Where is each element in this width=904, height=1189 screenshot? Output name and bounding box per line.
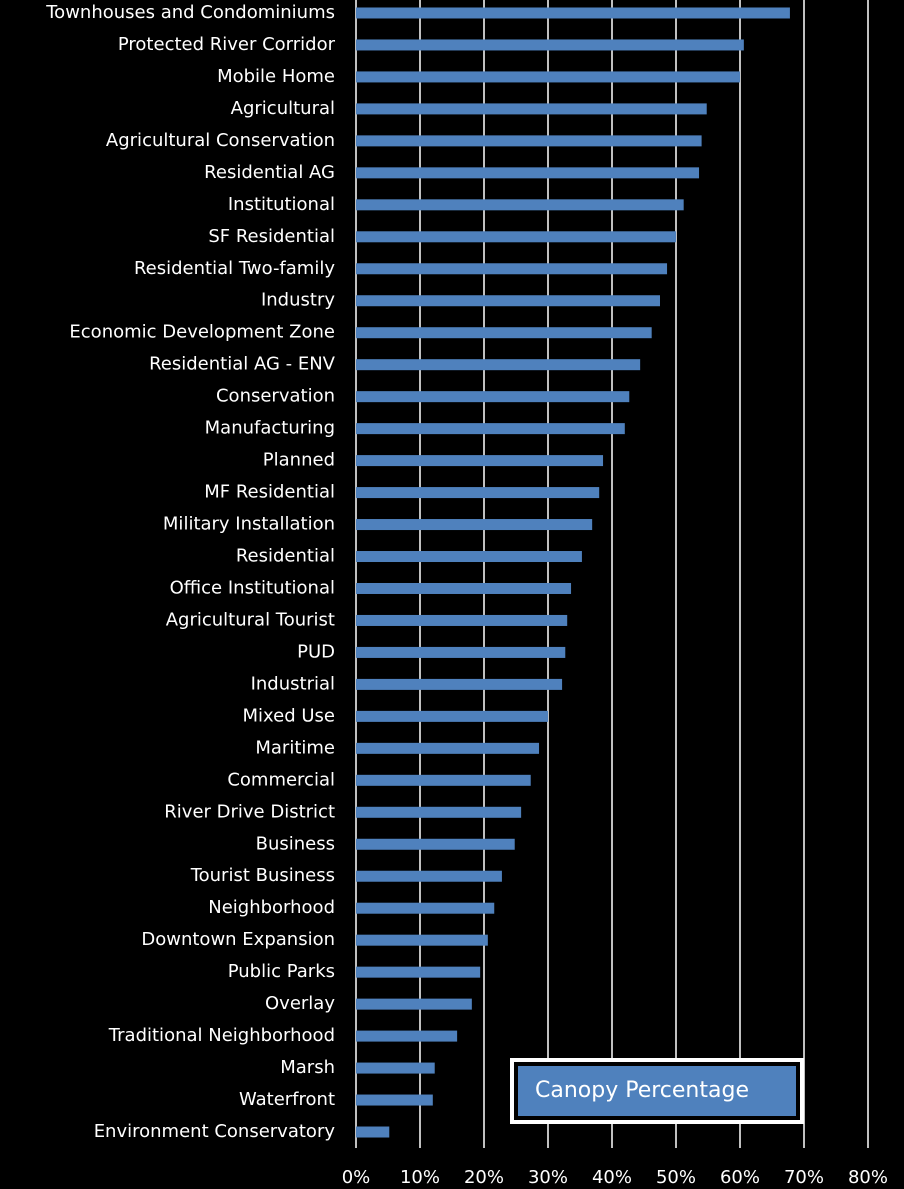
y-tick-label: Townhouses and Condominiums bbox=[45, 2, 335, 23]
bar bbox=[356, 678, 563, 690]
legend-label: Canopy Percentage bbox=[535, 1078, 749, 1103]
bar bbox=[356, 614, 568, 626]
bar bbox=[356, 295, 660, 307]
y-tick-label: Residential AG - ENV bbox=[149, 354, 336, 375]
y-tick-label: Commercial bbox=[227, 769, 335, 790]
bar bbox=[356, 934, 488, 946]
bar bbox=[356, 998, 472, 1010]
bar bbox=[356, 551, 582, 563]
y-tick-label: Planned bbox=[263, 450, 335, 471]
y-tick-label: Mobile Home bbox=[217, 66, 335, 87]
y-tick-label: Manufacturing bbox=[205, 418, 335, 439]
bar bbox=[356, 966, 481, 978]
x-tick-label: 30% bbox=[528, 1167, 568, 1188]
bar bbox=[356, 774, 531, 786]
bar bbox=[356, 263, 668, 275]
y-tick-label: Marsh bbox=[280, 1057, 335, 1078]
x-tick-label: 50% bbox=[656, 1167, 696, 1188]
y-tick-label: Agricultural Tourist bbox=[166, 609, 335, 630]
y-tick-label: Industry bbox=[261, 290, 335, 311]
bar bbox=[356, 1062, 435, 1074]
y-tick-label: Tourist Business bbox=[190, 865, 335, 886]
x-tick-label: 20% bbox=[464, 1167, 504, 1188]
bar bbox=[356, 582, 572, 594]
y-tick-label: Military Installation bbox=[163, 514, 335, 535]
y-tick-label: Neighborhood bbox=[208, 897, 335, 918]
y-tick-label: Downtown Expansion bbox=[141, 929, 335, 950]
bar bbox=[356, 870, 502, 882]
y-tick-label: River Drive District bbox=[164, 801, 335, 822]
bar bbox=[356, 519, 593, 531]
bar bbox=[356, 135, 702, 147]
bar bbox=[356, 487, 600, 499]
bar bbox=[356, 359, 641, 371]
y-tick-label: Public Parks bbox=[228, 961, 335, 982]
y-tick-label: Residential bbox=[236, 546, 335, 567]
x-tick-label: 40% bbox=[592, 1167, 632, 1188]
bar bbox=[356, 455, 604, 467]
legend-swatch bbox=[518, 1066, 796, 1116]
y-tick-label: Agricultural Conservation bbox=[106, 130, 335, 151]
bar bbox=[356, 391, 630, 403]
bar bbox=[356, 838, 515, 850]
bar bbox=[356, 199, 684, 211]
x-tick-label: 70% bbox=[784, 1167, 824, 1188]
y-tick-label: Overlay bbox=[265, 993, 335, 1014]
x-tick-label: 10% bbox=[400, 1167, 440, 1188]
y-tick-label: Residential AG bbox=[204, 162, 335, 183]
y-tick-label: MF Residential bbox=[204, 482, 335, 503]
y-tick-label: Maritime bbox=[255, 737, 335, 758]
bar bbox=[356, 7, 790, 19]
y-tick-label: Economic Development Zone bbox=[69, 322, 335, 343]
bar bbox=[356, 1030, 458, 1042]
bar bbox=[356, 39, 744, 51]
y-tick-label: Institutional bbox=[228, 194, 335, 215]
bar bbox=[356, 742, 540, 754]
y-tick-label: Environment Conservatory bbox=[94, 1121, 336, 1142]
bar bbox=[356, 646, 566, 658]
y-tick-label: Office Institutional bbox=[170, 577, 335, 598]
y-tick-label: Conservation bbox=[216, 386, 335, 407]
y-tick-label: Protected River Corridor bbox=[118, 34, 336, 55]
y-tick-label: Residential Two-family bbox=[134, 258, 335, 279]
x-tick-label: 0% bbox=[342, 1167, 371, 1188]
y-tick-label: Agricultural bbox=[231, 98, 335, 119]
bar bbox=[356, 71, 740, 83]
y-tick-label: PUD bbox=[297, 641, 335, 662]
bar bbox=[356, 710, 548, 722]
y-tick-label: SF Residential bbox=[208, 226, 335, 247]
y-tick-label: Industrial bbox=[251, 673, 335, 694]
x-tick-label: 60% bbox=[720, 1167, 760, 1188]
bar bbox=[356, 1094, 433, 1106]
bar bbox=[356, 167, 700, 179]
bar bbox=[356, 806, 522, 818]
bar bbox=[356, 327, 652, 339]
y-tick-label: Business bbox=[256, 833, 335, 854]
bar bbox=[356, 231, 676, 243]
y-tick-label: Mixed Use bbox=[243, 705, 335, 726]
bar bbox=[356, 902, 495, 914]
bar bbox=[356, 1126, 390, 1138]
bar bbox=[356, 103, 707, 115]
bar bbox=[356, 423, 625, 435]
x-tick-label: 80% bbox=[848, 1167, 888, 1188]
y-tick-label: Waterfront bbox=[239, 1089, 335, 1110]
y-tick-label: Traditional Neighborhood bbox=[108, 1025, 335, 1046]
